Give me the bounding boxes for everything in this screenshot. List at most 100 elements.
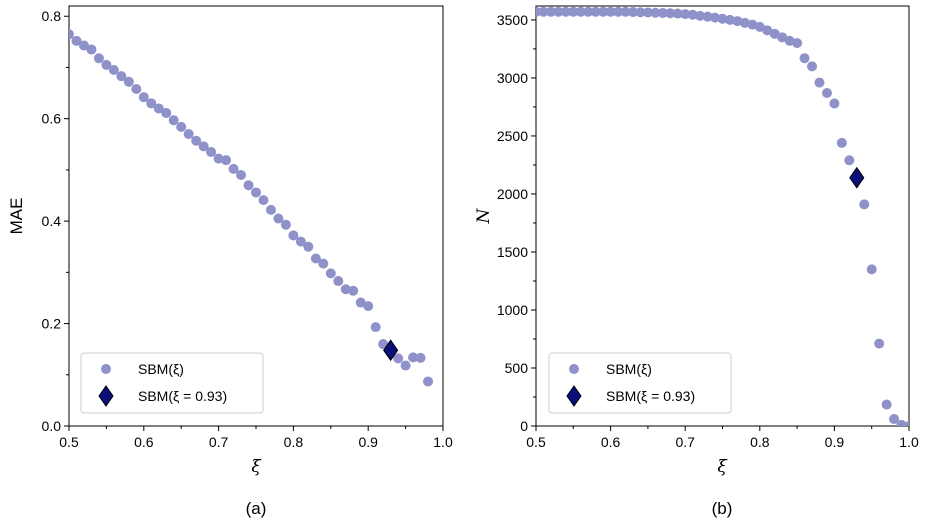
data-point — [814, 77, 825, 88]
data-point — [265, 204, 276, 215]
data-point — [415, 352, 426, 363]
data-point — [836, 137, 847, 148]
y-tick-label: 2500 — [497, 128, 528, 144]
legend-label: SBM(ξ = 0.93) — [138, 388, 227, 404]
data-point — [228, 163, 239, 174]
data-point — [355, 297, 366, 308]
data-point — [874, 338, 885, 349]
data-point — [116, 71, 127, 82]
x-tick-label: 0.9 — [825, 434, 845, 450]
x-tick-label: 0.9 — [358, 434, 378, 450]
data-point — [605, 6, 616, 17]
data-point — [762, 25, 773, 36]
x-tick-label: 1.0 — [899, 434, 919, 450]
legend-box — [80, 352, 264, 414]
data-point — [866, 264, 877, 275]
data-point — [844, 155, 855, 166]
data-point — [78, 40, 89, 51]
data-point — [146, 98, 157, 109]
data-point — [153, 103, 164, 114]
x-tick-label: 0.7 — [675, 434, 695, 450]
highlight-point — [849, 166, 865, 189]
data-point — [777, 32, 788, 43]
data-point — [598, 6, 609, 17]
x-tick-label: 0.6 — [601, 434, 621, 450]
data-point — [687, 9, 698, 20]
x-tick-label: 0.8 — [750, 434, 770, 450]
data-point — [176, 121, 187, 132]
data-point — [792, 38, 803, 49]
y-tick-label: 0.2 — [42, 316, 62, 332]
data-point — [393, 353, 404, 364]
data-point — [889, 414, 900, 425]
x-tick-label: 0.5 — [526, 434, 546, 450]
y-tick-label: 500 — [505, 360, 529, 376]
data-point — [101, 59, 112, 70]
data-point — [553, 6, 564, 17]
y-tick-label: 0.0 — [42, 418, 62, 434]
data-point — [236, 170, 247, 181]
data-point — [325, 268, 336, 279]
panel-b: 0.5 0.6 0.7 0.8 0.9 1.0 0 500 1000 1500 2000 2500 30… — [474, 5, 919, 518]
data-point — [620, 6, 631, 17]
data-point — [408, 352, 419, 363]
y-tick-label: 1500 — [497, 244, 528, 260]
data-point — [251, 187, 261, 198]
data-point — [280, 219, 291, 230]
data-point — [183, 129, 194, 140]
data-point — [221, 155, 232, 166]
data-point — [206, 146, 217, 157]
data-point — [273, 213, 284, 224]
data-point — [348, 285, 359, 296]
data-point — [568, 6, 579, 17]
plot-area — [536, 6, 909, 426]
legend-label: SBM(ξ = 0.93) — [606, 388, 695, 404]
data-point — [131, 83, 142, 94]
data-point — [829, 98, 840, 109]
data-point — [702, 11, 713, 22]
data-point — [859, 199, 870, 210]
data-point — [710, 12, 721, 23]
data-point — [168, 115, 179, 126]
y-tick-label: 2000 — [497, 186, 528, 202]
data-point — [161, 108, 172, 119]
y-axis-label: MAE — [7, 198, 26, 235]
data-point — [310, 253, 321, 264]
data-point — [191, 135, 202, 146]
data-point — [545, 6, 556, 17]
data-point — [318, 258, 329, 269]
data-point — [799, 53, 810, 64]
y-tick-label: 1000 — [497, 302, 528, 318]
data-point — [896, 419, 907, 426]
data-point — [363, 301, 374, 312]
x-axis-label: ξ — [251, 457, 262, 477]
y-tick-label: 0 — [520, 418, 528, 434]
legend-label: SBM(ξ) — [138, 361, 184, 377]
data-point — [560, 6, 571, 17]
data-point — [680, 9, 691, 20]
data-point — [538, 6, 549, 17]
legend-marker-diamond — [566, 385, 582, 407]
data-point — [71, 35, 82, 46]
y-axis-label: N — [474, 207, 494, 224]
data-point — [642, 7, 653, 18]
legend-marker-circle — [569, 364, 579, 374]
data-point — [108, 65, 119, 76]
x-tick-label: 0.6 — [134, 434, 154, 450]
data-point — [243, 180, 254, 191]
data-point — [695, 10, 706, 21]
data-point — [724, 14, 735, 25]
data-point — [575, 6, 586, 17]
data-point — [258, 195, 269, 206]
data-point — [138, 92, 149, 103]
y-tick-label: 0.6 — [42, 111, 62, 127]
data-point — [739, 17, 750, 28]
y-tick-label: 3500 — [497, 12, 528, 28]
data-point — [590, 6, 601, 17]
panel-caption: (a) — [246, 499, 267, 518]
data-point — [333, 276, 344, 287]
data-point — [717, 13, 728, 24]
data-point — [340, 284, 351, 295]
data-point — [627, 7, 638, 18]
